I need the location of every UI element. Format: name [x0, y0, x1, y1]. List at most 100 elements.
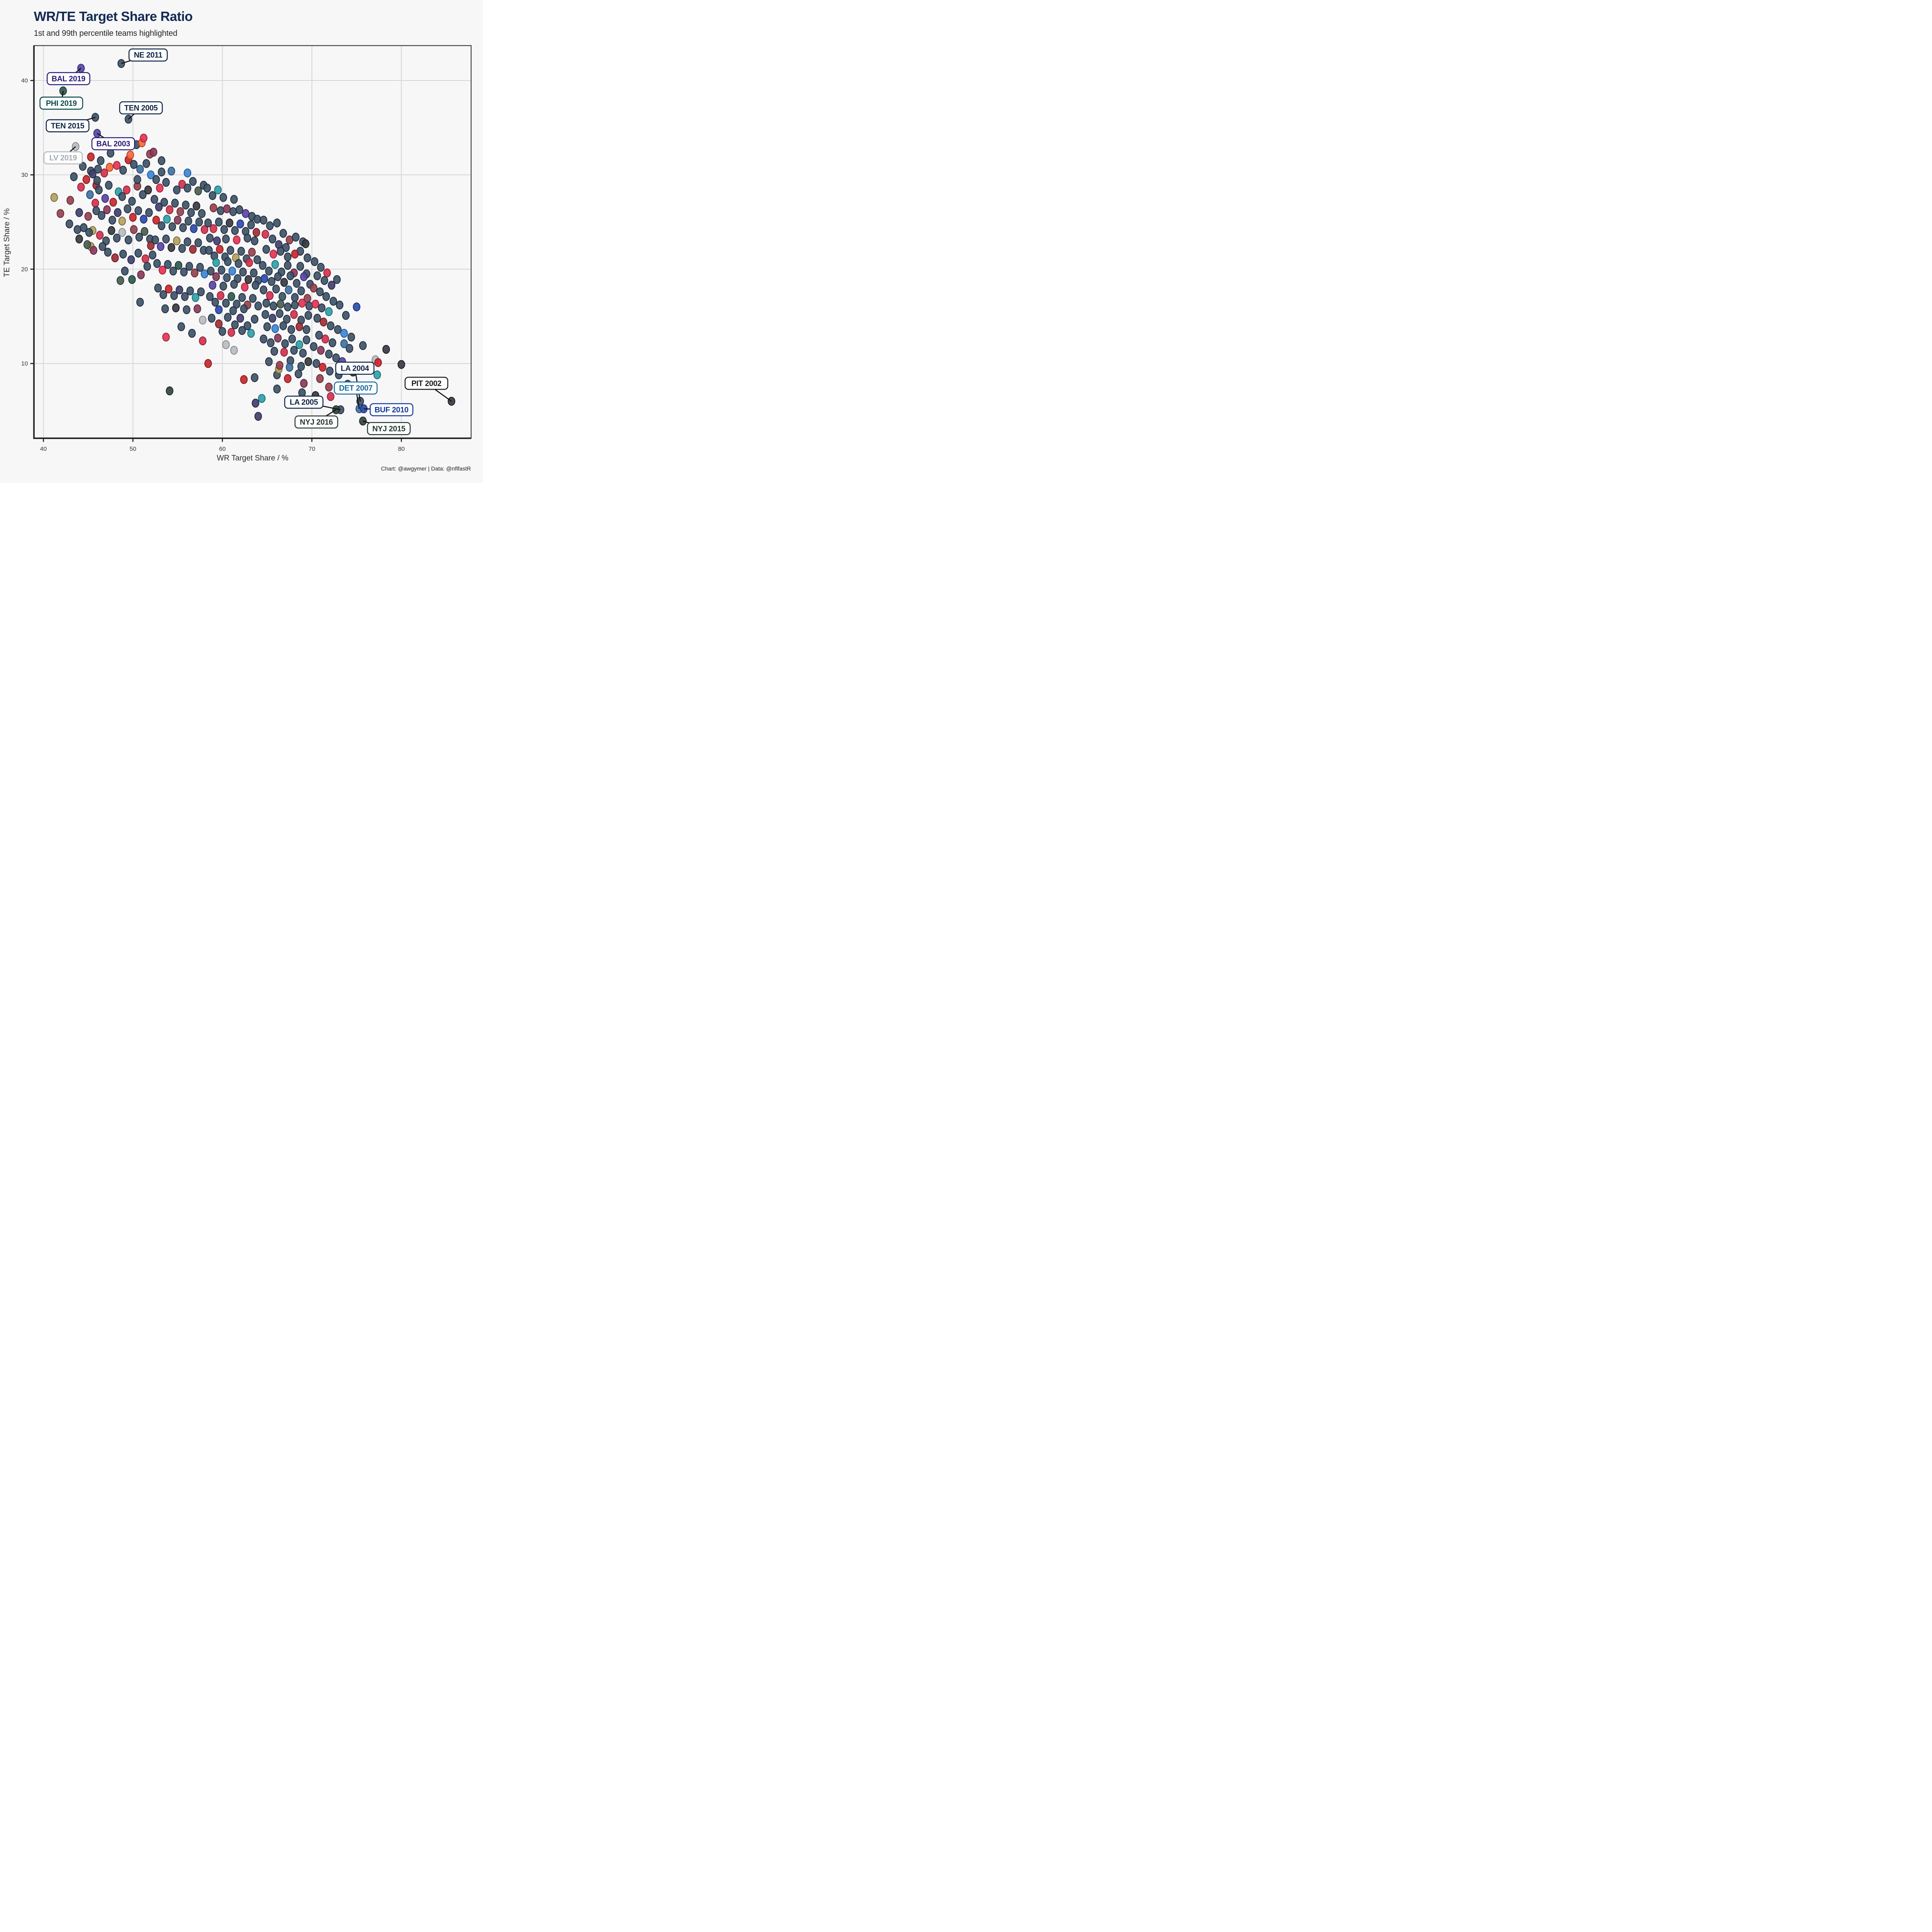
data-point	[315, 330, 323, 340]
data-point	[301, 239, 310, 248]
data-point	[101, 194, 109, 203]
y-tick-label: 40	[21, 77, 28, 84]
data-point	[111, 253, 119, 262]
data-point	[253, 255, 261, 264]
annotation-label: LA 2004	[341, 364, 369, 373]
data-point	[208, 281, 217, 290]
data-point	[242, 209, 250, 218]
data-point	[373, 370, 381, 380]
data-point	[176, 207, 184, 216]
y-tick-label: 10	[21, 360, 28, 367]
annotation-label: NE 2011	[134, 51, 163, 60]
data-point	[328, 338, 336, 347]
data-point	[323, 268, 331, 278]
data-point	[170, 291, 178, 300]
data-point	[247, 220, 255, 229]
data-point	[235, 259, 242, 268]
data-point	[259, 261, 266, 270]
data-point	[225, 218, 233, 227]
data-point	[190, 224, 198, 233]
data-point	[198, 209, 206, 218]
data-point	[215, 319, 223, 328]
data-point	[195, 217, 203, 227]
data-point	[448, 396, 456, 406]
data-point	[124, 235, 132, 245]
data-point	[129, 213, 137, 222]
data-point	[260, 285, 268, 295]
y-tick-label: 20	[21, 266, 28, 273]
data-point	[265, 266, 273, 276]
data-point	[281, 339, 289, 348]
data-point	[267, 338, 275, 347]
annotation-box	[335, 361, 375, 375]
data-point	[298, 388, 306, 397]
annotation-box	[128, 48, 168, 62]
data-point	[191, 268, 198, 278]
data-point	[227, 246, 234, 255]
data-point	[276, 361, 284, 370]
data-point	[216, 245, 224, 254]
data-point	[75, 234, 83, 244]
data-point	[162, 178, 170, 187]
data-point	[297, 286, 305, 295]
data-point	[290, 346, 298, 355]
data-point	[192, 201, 200, 211]
data-point	[251, 236, 258, 246]
data-point	[184, 217, 192, 226]
data-point	[184, 237, 192, 246]
annotation-label: LA 2005	[290, 398, 318, 407]
annotation-box	[284, 396, 324, 409]
chart-title: WR/TE Target Share Ratio	[34, 9, 193, 24]
data-point	[272, 284, 280, 294]
data-point	[83, 240, 91, 249]
data-point	[215, 305, 223, 314]
data-point	[228, 266, 236, 276]
data-point	[156, 184, 164, 193]
data-point	[262, 299, 270, 308]
data-point	[199, 316, 206, 325]
data-point	[119, 165, 127, 175]
data-point	[107, 226, 116, 235]
data-point	[97, 156, 105, 165]
data-point	[279, 321, 287, 330]
data-point	[113, 233, 121, 243]
plot-frame	[33, 45, 472, 439]
data-point	[208, 191, 217, 200]
data-point	[140, 133, 148, 143]
data-point	[382, 345, 390, 354]
data-point	[204, 218, 212, 227]
data-point	[75, 208, 83, 217]
data-point	[159, 290, 167, 299]
data-point	[173, 185, 181, 194]
data-point	[319, 363, 326, 372]
data-point	[336, 300, 344, 310]
data-point	[213, 236, 221, 246]
data-point	[84, 212, 92, 221]
data-point	[231, 226, 239, 235]
data-point	[219, 327, 226, 336]
data-point	[171, 198, 179, 208]
data-point	[219, 281, 227, 291]
data-point	[172, 303, 180, 312]
data-point	[285, 235, 293, 245]
data-point	[303, 335, 310, 345]
x-axis-title: WR Target Share / %	[217, 454, 289, 462]
annotation-label: BUF 2010	[375, 406, 409, 414]
data-point	[247, 329, 255, 338]
data-point	[334, 325, 342, 334]
data-point	[260, 274, 268, 283]
data-point	[268, 314, 277, 323]
data-point	[177, 322, 185, 331]
data-point	[100, 168, 108, 178]
data-point	[229, 207, 237, 216]
data-point	[284, 261, 292, 270]
data-point	[117, 59, 125, 68]
data-point	[236, 219, 244, 229]
annotation-label: TEN 2015	[51, 122, 85, 130]
data-point	[193, 304, 201, 314]
data-point	[147, 170, 155, 180]
data-point	[230, 195, 238, 204]
data-point	[209, 203, 217, 213]
data-point	[263, 322, 271, 331]
data-point	[239, 267, 247, 277]
